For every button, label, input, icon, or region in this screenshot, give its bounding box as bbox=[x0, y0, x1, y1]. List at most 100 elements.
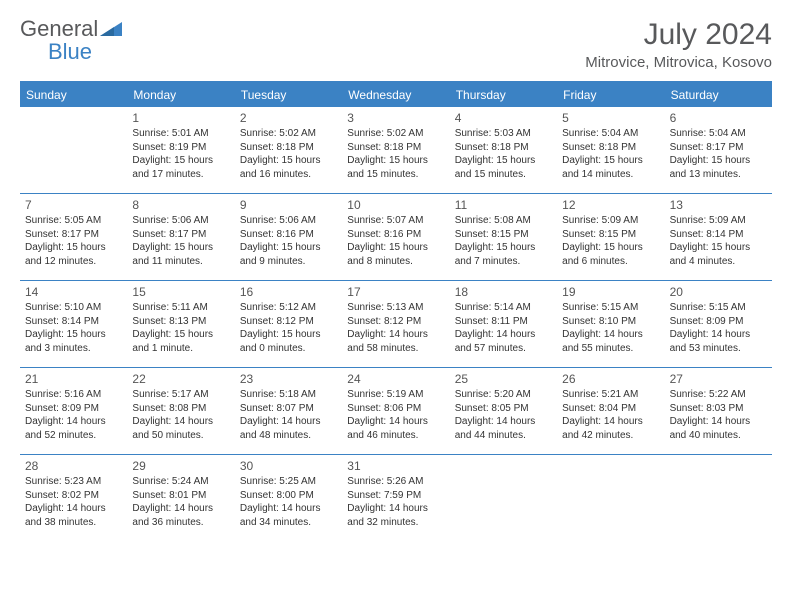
day-line: Sunrise: 5:15 AM bbox=[562, 301, 659, 315]
day-line: Daylight: 15 hours bbox=[132, 328, 229, 342]
day-line: Daylight: 15 hours bbox=[455, 241, 552, 255]
day-line: Daylight: 14 hours bbox=[670, 415, 767, 429]
day-line: and 36 minutes. bbox=[132, 516, 229, 530]
day-line: Daylight: 15 hours bbox=[347, 154, 444, 168]
day-line: Daylight: 14 hours bbox=[455, 415, 552, 429]
day-line: Daylight: 15 hours bbox=[455, 154, 552, 168]
calendar-cell: 5Sunrise: 5:04 AMSunset: 8:18 PMDaylight… bbox=[557, 107, 664, 193]
calendar-cell: 1Sunrise: 5:01 AMSunset: 8:19 PMDaylight… bbox=[127, 107, 234, 193]
weekday-header: Sunday bbox=[20, 83, 127, 107]
day-number: 22 bbox=[132, 371, 229, 387]
day-line: and 46 minutes. bbox=[347, 429, 444, 443]
calendar-cell: 15Sunrise: 5:11 AMSunset: 8:13 PMDayligh… bbox=[127, 281, 234, 367]
day-line: Daylight: 15 hours bbox=[25, 328, 122, 342]
day-line: Daylight: 15 hours bbox=[240, 328, 337, 342]
day-number: 2 bbox=[240, 110, 337, 126]
day-line: and 9 minutes. bbox=[240, 255, 337, 269]
day-line: Sunrise: 5:09 AM bbox=[562, 214, 659, 228]
day-line: and 52 minutes. bbox=[25, 429, 122, 443]
day-line: Sunrise: 5:18 AM bbox=[240, 388, 337, 402]
day-number: 3 bbox=[347, 110, 444, 126]
weekday-header: Wednesday bbox=[342, 83, 449, 107]
day-number: 24 bbox=[347, 371, 444, 387]
logo-text-2: Blue bbox=[20, 39, 92, 64]
day-number: 19 bbox=[562, 284, 659, 300]
day-line: Sunset: 8:07 PM bbox=[240, 402, 337, 416]
day-line: and 15 minutes. bbox=[455, 168, 552, 182]
day-line: Daylight: 14 hours bbox=[562, 328, 659, 342]
day-line: Sunset: 8:11 PM bbox=[455, 315, 552, 329]
day-line: Daylight: 14 hours bbox=[240, 502, 337, 516]
weekday-header: Saturday bbox=[665, 83, 772, 107]
logo: General Blue bbox=[20, 18, 122, 64]
day-line: Daylight: 14 hours bbox=[240, 415, 337, 429]
day-line: Sunset: 8:17 PM bbox=[132, 228, 229, 242]
day-line: Daylight: 15 hours bbox=[562, 241, 659, 255]
day-line: Daylight: 15 hours bbox=[347, 241, 444, 255]
day-number: 20 bbox=[670, 284, 767, 300]
day-line: Sunset: 8:04 PM bbox=[562, 402, 659, 416]
day-line: Sunset: 8:18 PM bbox=[240, 141, 337, 155]
day-number: 5 bbox=[562, 110, 659, 126]
calendar-cell: 25Sunrise: 5:20 AMSunset: 8:05 PMDayligh… bbox=[450, 368, 557, 454]
day-line: and 48 minutes. bbox=[240, 429, 337, 443]
day-line: and 12 minutes. bbox=[25, 255, 122, 269]
day-line: Sunset: 8:05 PM bbox=[455, 402, 552, 416]
calendar-cell: 22Sunrise: 5:17 AMSunset: 8:08 PMDayligh… bbox=[127, 368, 234, 454]
calendar-cell: 19Sunrise: 5:15 AMSunset: 8:10 PMDayligh… bbox=[557, 281, 664, 367]
calendar-cell: 18Sunrise: 5:14 AMSunset: 8:11 PMDayligh… bbox=[450, 281, 557, 367]
calendar-cell: 6Sunrise: 5:04 AMSunset: 8:17 PMDaylight… bbox=[665, 107, 772, 193]
title-block: July 2024 Mitrovice, Mitrovica, Kosovo bbox=[585, 18, 772, 71]
day-line: and 13 minutes. bbox=[670, 168, 767, 182]
day-line: and 58 minutes. bbox=[347, 342, 444, 356]
day-line: Sunrise: 5:14 AM bbox=[455, 301, 552, 315]
day-line: Sunrise: 5:13 AM bbox=[347, 301, 444, 315]
logo-text-1: General bbox=[20, 16, 98, 41]
day-line: Sunset: 8:06 PM bbox=[347, 402, 444, 416]
day-line: Sunrise: 5:15 AM bbox=[670, 301, 767, 315]
calendar-cell: 8Sunrise: 5:06 AMSunset: 8:17 PMDaylight… bbox=[127, 194, 234, 280]
day-line: Daylight: 15 hours bbox=[132, 241, 229, 255]
calendar-cell: 13Sunrise: 5:09 AMSunset: 8:14 PMDayligh… bbox=[665, 194, 772, 280]
calendar-cell: 20Sunrise: 5:15 AMSunset: 8:09 PMDayligh… bbox=[665, 281, 772, 367]
day-number: 21 bbox=[25, 371, 122, 387]
day-line: Daylight: 14 hours bbox=[562, 415, 659, 429]
day-line: and 44 minutes. bbox=[455, 429, 552, 443]
calendar-cell: 12Sunrise: 5:09 AMSunset: 8:15 PMDayligh… bbox=[557, 194, 664, 280]
day-number: 31 bbox=[347, 458, 444, 474]
day-line: Sunrise: 5:21 AM bbox=[562, 388, 659, 402]
calendar-cell bbox=[20, 107, 127, 193]
header: General Blue July 2024 Mitrovice, Mitrov… bbox=[20, 18, 772, 71]
day-line: and 42 minutes. bbox=[562, 429, 659, 443]
weekday-header: Tuesday bbox=[235, 83, 342, 107]
day-line: Sunset: 8:09 PM bbox=[25, 402, 122, 416]
day-line: Sunset: 8:15 PM bbox=[455, 228, 552, 242]
day-line: Daylight: 15 hours bbox=[562, 154, 659, 168]
day-line: Sunrise: 5:06 AM bbox=[132, 214, 229, 228]
calendar-cell: 14Sunrise: 5:10 AMSunset: 8:14 PMDayligh… bbox=[20, 281, 127, 367]
day-number: 30 bbox=[240, 458, 337, 474]
day-line: and 38 minutes. bbox=[25, 516, 122, 530]
day-number: 18 bbox=[455, 284, 552, 300]
day-line: Daylight: 15 hours bbox=[670, 154, 767, 168]
day-line: Sunrise: 5:02 AM bbox=[240, 127, 337, 141]
day-number: 27 bbox=[670, 371, 767, 387]
day-line: Daylight: 14 hours bbox=[347, 415, 444, 429]
day-line: Sunset: 8:09 PM bbox=[670, 315, 767, 329]
weekday-header: Friday bbox=[557, 83, 664, 107]
day-line: Sunset: 8:14 PM bbox=[670, 228, 767, 242]
day-line: Sunrise: 5:01 AM bbox=[132, 127, 229, 141]
day-number: 11 bbox=[455, 197, 552, 213]
day-line: and 53 minutes. bbox=[670, 342, 767, 356]
day-line: Daylight: 15 hours bbox=[240, 241, 337, 255]
day-line: and 6 minutes. bbox=[562, 255, 659, 269]
day-line: Daylight: 14 hours bbox=[132, 502, 229, 516]
calendar-cell: 24Sunrise: 5:19 AMSunset: 8:06 PMDayligh… bbox=[342, 368, 449, 454]
calendar-cell bbox=[665, 455, 772, 541]
day-line: Sunrise: 5:03 AM bbox=[455, 127, 552, 141]
calendar-cell: 28Sunrise: 5:23 AMSunset: 8:02 PMDayligh… bbox=[20, 455, 127, 541]
day-line: and 40 minutes. bbox=[670, 429, 767, 443]
day-line: Sunrise: 5:05 AM bbox=[25, 214, 122, 228]
day-line: Daylight: 14 hours bbox=[455, 328, 552, 342]
day-line: Daylight: 15 hours bbox=[25, 241, 122, 255]
